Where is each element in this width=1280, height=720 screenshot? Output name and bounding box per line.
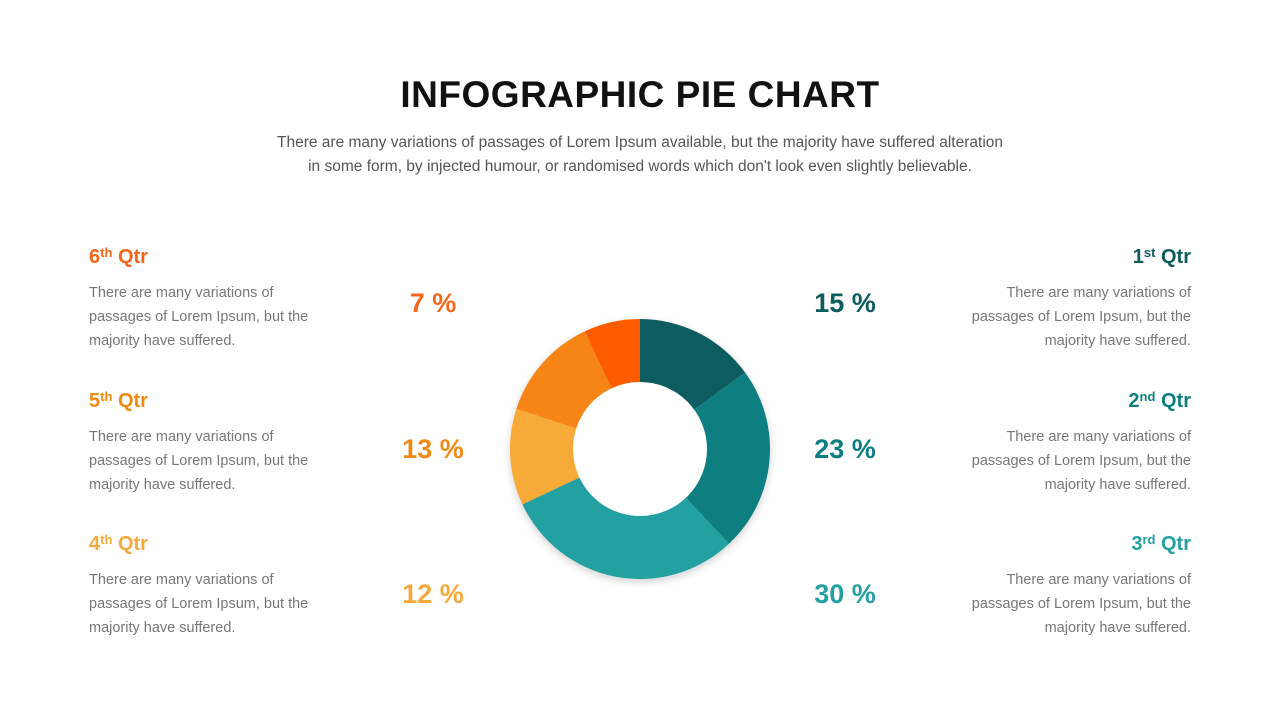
- subtitle-line-2: in some form, by injected humour, or ran…: [308, 158, 972, 175]
- quarter-description-6: There are many variations of passages of …: [89, 285, 309, 349]
- quarter-block-4: 4th Qtr There are many variations of pass…: [89, 530, 334, 640]
- donut-chart: [510, 319, 770, 579]
- quarter-heading-5: 5th Qtr: [89, 389, 148, 412]
- quarter-block-6: 6th Qtr There are many variations of pass…: [89, 243, 334, 353]
- quarter-block-1: 1st Qtr There are many variations of pass…: [946, 243, 1191, 353]
- quarter-block-2: 2nd Qtr There are many variations of pass…: [946, 387, 1191, 497]
- page-title: INFOGRAPHIC PIE CHART: [400, 74, 880, 115]
- quarter-description-3: There are many variations of passages of …: [971, 572, 1191, 636]
- quarter-heading-4: 4th Qtr: [89, 532, 148, 555]
- quarter-description-2: There are many variations of passages of …: [971, 429, 1191, 493]
- percent-label-6: 7 %: [409, 288, 457, 318]
- quarter-description-1: There are many variations of passages of …: [971, 285, 1191, 349]
- quarter-description-5: There are many variations of passages of …: [89, 429, 309, 493]
- percent-label-1: 15 %: [814, 288, 876, 318]
- quarter-block-3: 3rd Qtr There are many variations of pass…: [946, 530, 1191, 640]
- percent-label-3: 30 %: [814, 579, 876, 609]
- donut-hole: [573, 382, 707, 516]
- quarter-heading-3: 3rd Qtr: [1131, 532, 1191, 555]
- percent-label-4: 12 %: [402, 579, 464, 609]
- quarter-heading-6: 6th Qtr: [89, 245, 148, 268]
- subtitle-line-1: There are many variations of passages of…: [276, 134, 1004, 151]
- quarter-block-5: 5th Qtr There are many variations of pass…: [89, 387, 334, 497]
- quarter-description-4: There are many variations of passages of …: [89, 572, 309, 636]
- percent-label-2: 23 %: [814, 434, 876, 464]
- quarter-heading-1: 1st Qtr: [1132, 245, 1191, 268]
- percent-label-5: 13 %: [402, 434, 464, 464]
- page-subtitle: There are many variations of passages of…: [240, 131, 1040, 179]
- quarter-heading-2: 2nd Qtr: [1128, 389, 1191, 412]
